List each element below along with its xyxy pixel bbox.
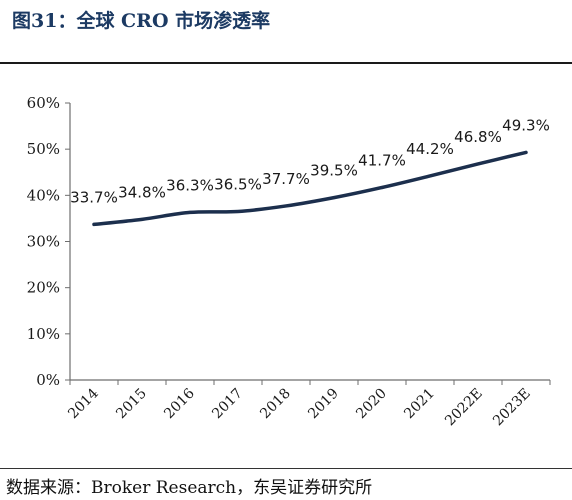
x-tick-label: 2021: [401, 386, 438, 423]
x-tick-label: 2016: [161, 385, 198, 422]
data-point: [476, 162, 480, 166]
data-point: [140, 217, 144, 221]
data-label: 41.7%: [358, 151, 406, 169]
data-label: 49.3%: [502, 116, 550, 134]
series-group: [92, 150, 528, 227]
data-point: [188, 210, 192, 214]
x-tick-label: 2017: [209, 386, 246, 423]
x-tick-label: 2018: [257, 386, 294, 423]
source-note: 数据来源：Broker Research，东吴证券研究所: [6, 478, 373, 498]
x-axis-ticks: 2014 2015 2016 2017 2018 2019 2020 2021 2022E 202…: [65, 380, 551, 430]
data-point: [332, 196, 336, 200]
x-tick-label: 2015: [113, 386, 150, 423]
x-tick-label: 2014: [65, 385, 102, 422]
data-label: 33.7%: [70, 188, 118, 206]
data-point: [428, 174, 432, 178]
data-point: [284, 204, 288, 208]
y-tick-label: 10%: [27, 325, 60, 343]
y-tick-label: 50%: [27, 140, 60, 158]
y-tick-label: 0%: [36, 371, 60, 389]
x-tick-label: 2022E: [442, 386, 486, 430]
data-label: 39.5%: [310, 162, 358, 180]
top-rule: [0, 62, 572, 64]
x-tick-label: 2019: [305, 386, 342, 423]
data-label: 46.8%: [454, 128, 502, 146]
data-labels: 33.7% 34.8% 36.3% 36.5% 37.7% 39.5%41.7%44.2%…: [70, 116, 550, 206]
data-point: [92, 222, 96, 226]
figure-title: 图31：全球 CRO 市场渗透率: [12, 10, 271, 32]
series-line: [92, 150, 528, 227]
x-tick-label: 2023E: [490, 386, 534, 430]
data-point: [524, 150, 528, 154]
data-label: 34.8%: [118, 183, 166, 201]
data-label: 36.5%: [214, 175, 262, 193]
data-point: [236, 209, 240, 213]
y-tick-label: 40%: [27, 186, 60, 204]
bottom-rule: [0, 468, 572, 469]
line-chart: 0%10%20%30%40%50%60% 2014 2015 2016 2017 201…: [27, 94, 551, 430]
data-label: 36.3%: [166, 176, 214, 194]
y-tick-label: 30%: [27, 233, 60, 251]
y-tick-label: 20%: [27, 279, 60, 297]
data-point: [380, 185, 384, 189]
y-axis-ticks: 0% 10% 20% 30% 40% 50% 60%: [27, 94, 70, 389]
y-tick-label: 60%: [27, 94, 60, 112]
data-label: 44.2%: [406, 140, 454, 158]
x-tick-label: 2020: [353, 386, 390, 423]
data-label: 37.7%: [262, 170, 310, 188]
